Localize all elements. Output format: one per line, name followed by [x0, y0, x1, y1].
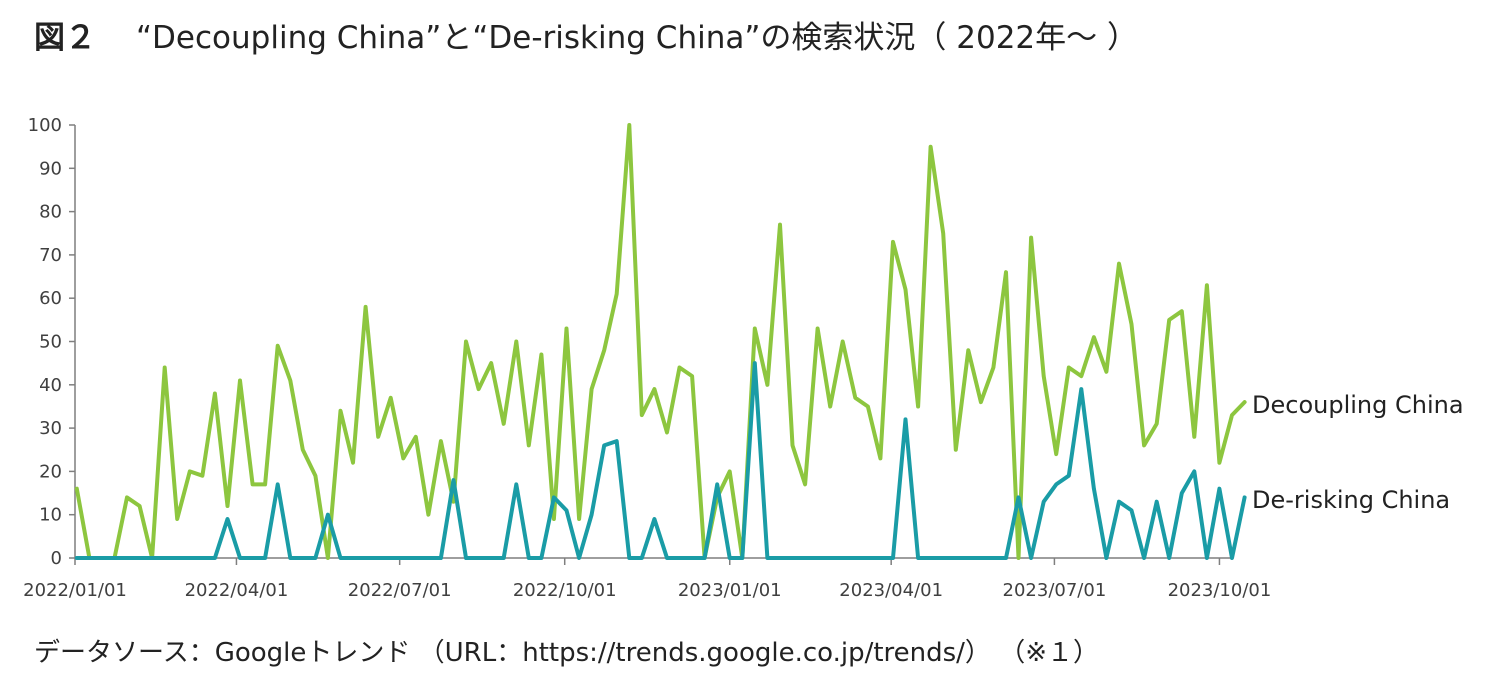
series-labels: Decoupling China De-risking China — [1252, 391, 1464, 514]
y-tick-label: 80 — [39, 202, 62, 223]
y-tick-label: 0 — [51, 548, 62, 569]
series-label: De-risking China — [1252, 486, 1450, 514]
x-tick-label: 2023/07/01 — [1003, 580, 1107, 601]
y-tick-label: 70 — [39, 245, 62, 266]
y-tick-label: 50 — [39, 332, 62, 353]
x-tick-label: 2023/10/01 — [1168, 580, 1272, 601]
y-tick-label: 40 — [39, 375, 62, 396]
y-tick-label: 10 — [39, 505, 62, 526]
chart-title-text: “Decoupling China”と“De-risking China”の検索… — [136, 20, 1139, 56]
y-axis: 0 10 20 30 40 50 60 70 80 90 100 — [28, 115, 76, 569]
x-tick-label: 2023/04/01 — [839, 580, 943, 601]
x-tick-label: 2022/10/01 — [513, 580, 617, 601]
y-tick-label: 100 — [28, 115, 62, 136]
series-line-decoupling-china — [74, 123, 1247, 560]
x-axis: 2022/01/01 2022/04/01 2022/07/01 2022/10/01… — [23, 557, 1272, 601]
figure-number: 図２ — [34, 20, 96, 56]
y-tick-label: 60 — [39, 288, 62, 309]
chart-title: 図２ “Decoupling China”と“De-risking China”の… — [34, 12, 1138, 57]
y-tick-label: 90 — [39, 158, 62, 179]
x-tick-label: 2023/01/01 — [678, 580, 782, 601]
x-tick-label: 2022/01/01 — [23, 580, 127, 601]
y-tick-label: 20 — [39, 461, 62, 482]
x-tick-label: 2022/04/01 — [185, 580, 289, 601]
x-tick-label: 2022/07/01 — [348, 580, 452, 601]
series-line-de-risking-china — [74, 361, 1247, 560]
plot-area — [74, 123, 1247, 560]
y-tick-label: 30 — [39, 418, 62, 439]
series-label: Decoupling China — [1252, 391, 1464, 419]
source-note: データソース：Googleトレンド （URL：https://trends.go… — [34, 638, 1099, 668]
